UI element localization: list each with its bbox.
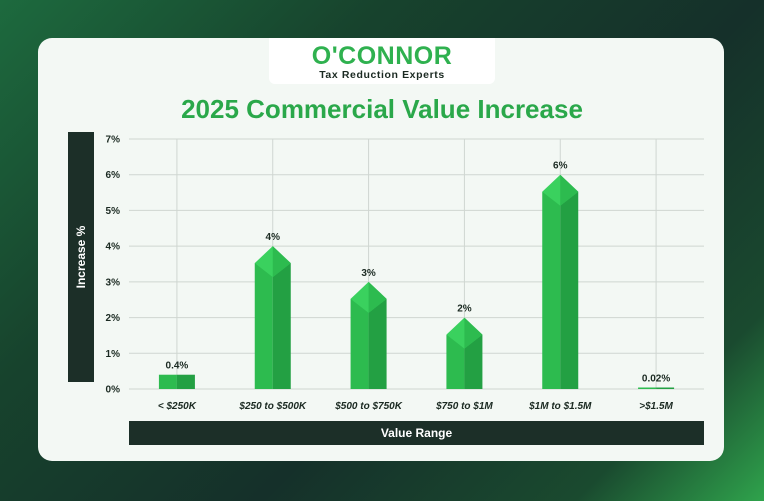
y-tick-label: 5% bbox=[106, 206, 121, 217]
chart-title: 2025 Commercial Value Increase bbox=[181, 94, 583, 124]
y-tick-label: 3% bbox=[106, 277, 121, 288]
bar bbox=[254, 263, 273, 389]
bar-top-side bbox=[464, 317, 483, 349]
bar-top-side bbox=[272, 246, 291, 278]
data-label: 0.02% bbox=[642, 374, 670, 385]
bar bbox=[158, 374, 177, 389]
bar-side bbox=[176, 374, 195, 389]
data-label: 2% bbox=[457, 304, 472, 315]
data-label: 0.4% bbox=[166, 361, 189, 372]
bar-side bbox=[368, 298, 387, 389]
y-tick-label: 7% bbox=[106, 135, 121, 146]
chart-card bbox=[38, 38, 724, 461]
y-tick-label: 6% bbox=[106, 170, 121, 181]
brand-name: O'CONNOR bbox=[311, 42, 453, 70]
x-tick-label: $500 to $750K bbox=[334, 401, 402, 412]
bar-side bbox=[560, 191, 579, 389]
bar-top-side bbox=[368, 281, 387, 313]
x-tick-label: >$1.5M bbox=[639, 401, 673, 412]
y-tick-label: 1% bbox=[106, 349, 121, 360]
bar bbox=[638, 387, 657, 389]
bar bbox=[350, 298, 369, 389]
bar-side bbox=[272, 263, 291, 389]
x-tick-label: $1M to $1.5M bbox=[528, 401, 592, 412]
data-label: 3% bbox=[361, 268, 376, 279]
brand-tagline: Tax Reduction Experts bbox=[319, 69, 445, 81]
bar-side bbox=[656, 387, 675, 389]
bar-side bbox=[464, 334, 483, 389]
x-tick-label: $750 to $1M bbox=[435, 401, 493, 412]
x-tick-label: $250 to $500K bbox=[238, 401, 306, 412]
x-axis-label: Value Range bbox=[380, 426, 453, 440]
bar bbox=[446, 334, 465, 389]
bar bbox=[542, 191, 561, 389]
x-axis-label-bar: Value Range bbox=[129, 421, 704, 445]
data-label: 4% bbox=[266, 232, 281, 243]
bar-top-side bbox=[560, 174, 579, 206]
y-tick-label: 2% bbox=[106, 313, 121, 324]
y-axis-label-bar bbox=[68, 132, 94, 382]
y-tick-label: 4% bbox=[106, 242, 121, 253]
x-tick-label: < $250K bbox=[158, 401, 197, 412]
logo: O'CONNOR Tax Reduction Experts bbox=[269, 38, 495, 84]
y-tick-label: 0% bbox=[106, 385, 121, 396]
data-label: 6% bbox=[553, 161, 568, 172]
